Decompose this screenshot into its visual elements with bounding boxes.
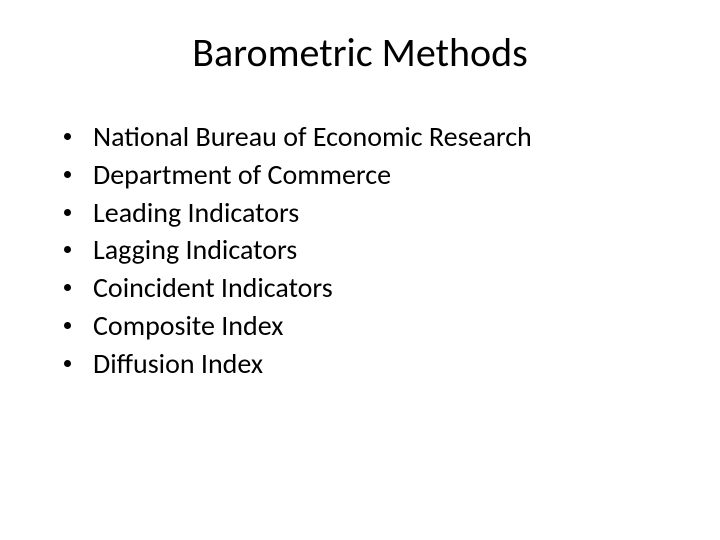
bullet-text: Coincident Indicators	[93, 270, 670, 306]
list-item: Coincident Indicators	[64, 270, 670, 306]
slide-title: Barometric Methods	[50, 28, 670, 77]
list-item: Composite Index	[64, 308, 670, 344]
list-item: Leading Indicators	[64, 195, 670, 231]
list-item: Diffusion Index	[64, 346, 670, 382]
bullet-icon	[64, 322, 71, 329]
bullet-icon	[64, 360, 71, 367]
bullet-list: National Bureau of Economic Research Dep…	[50, 119, 670, 382]
bullet-icon	[64, 284, 71, 291]
list-item: Department of Commerce	[64, 157, 670, 193]
bullet-icon	[64, 133, 71, 140]
bullet-text: National Bureau of Economic Research	[93, 119, 670, 155]
bullet-icon	[64, 246, 71, 253]
bullet-text: Lagging Indicators	[93, 232, 670, 268]
bullet-icon	[64, 171, 71, 178]
bullet-text: Leading Indicators	[93, 195, 670, 231]
list-item: National Bureau of Economic Research	[64, 119, 670, 155]
bullet-text: Department of Commerce	[93, 157, 670, 193]
bullet-icon	[64, 209, 71, 216]
bullet-text: Diffusion Index	[93, 346, 670, 382]
bullet-text: Composite Index	[93, 308, 670, 344]
slide-container: Barometric Methods National Bureau of Ec…	[0, 0, 720, 540]
list-item: Lagging Indicators	[64, 232, 670, 268]
